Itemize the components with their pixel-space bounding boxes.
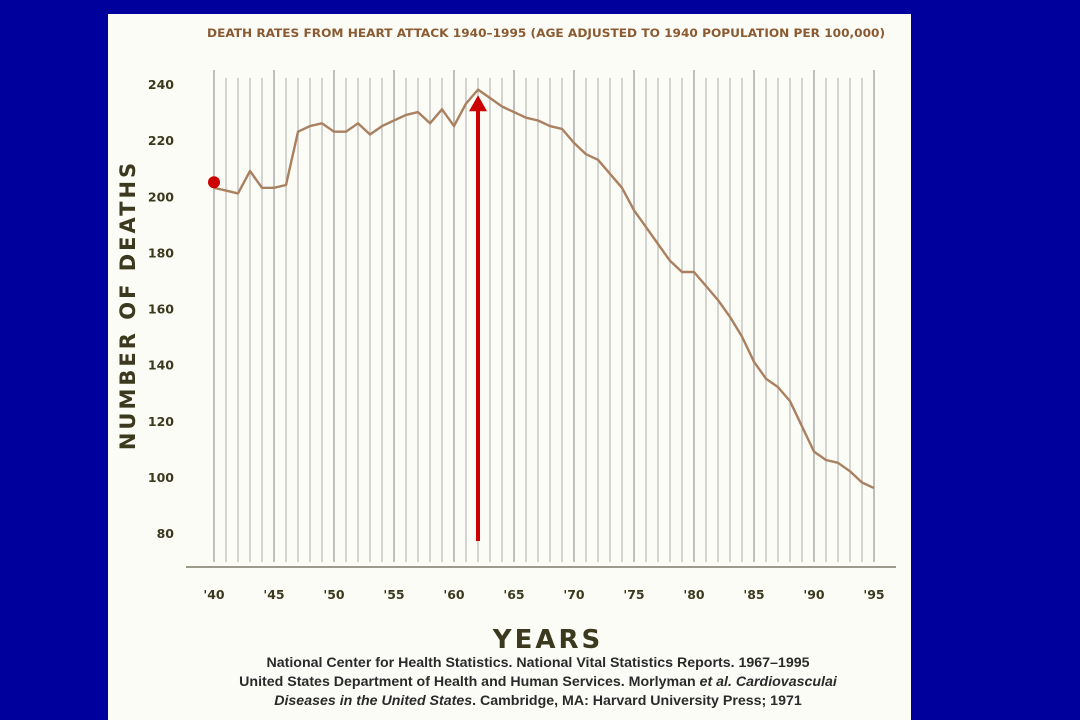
y-tick-label-160: 160 [148, 302, 174, 317]
source-line-1: National Center for Health Statistics. N… [266, 655, 810, 671]
x-tick-label-1995: '95 [863, 587, 884, 602]
slide-panel: DEATH RATES FROM HEART ATTACK 1940–1995 … [108, 14, 911, 720]
highlight-arrow-head [469, 95, 487, 112]
source-line-3-title: Diseases in the United States [274, 693, 473, 709]
y-tick-label-140: 140 [148, 358, 174, 373]
y-tick-label-80: 80 [157, 526, 175, 541]
source-line-2: United States Department of Health and H… [168, 673, 908, 692]
y-axis: 80 100 120 140 160 180 200 220 240 [148, 77, 174, 541]
x-tick-label-1975: '75 [623, 587, 644, 602]
chart-title: DEATH RATES FROM HEART ATTACK 1940–1995 … [207, 26, 885, 40]
x-tick-label-1960: '60 [443, 587, 465, 602]
source-line-2-part-1: United States Department of Health and H… [239, 674, 700, 690]
y-tick-label-200: 200 [148, 189, 174, 204]
x-tick-label-1980: '80 [683, 587, 705, 602]
source-line-2-etal: et al. [699, 674, 732, 690]
source-line-2-part-3: Cardiovasculai [731, 674, 837, 690]
y-tick-label-240: 240 [148, 77, 174, 92]
y-tick-label-180: 180 [148, 245, 174, 260]
source-citation: National Center for Health Statistics. N… [168, 654, 908, 711]
x-tick-label-1985: '85 [743, 587, 764, 602]
source-line-3: Diseases in the United States. Cambridge… [168, 692, 908, 711]
x-tick-label-1970: '70 [563, 587, 585, 602]
y-tick-label-220: 220 [148, 133, 174, 148]
grid-lines [213, 70, 875, 562]
highlight-dot [208, 176, 220, 189]
x-tick-label-1945: '45 [263, 587, 284, 602]
x-axis-label: YEARS [492, 625, 603, 654]
x-tick-label-1940: '40 [203, 587, 225, 602]
x-tick-label-1990: '90 [803, 587, 825, 602]
series-line-death-rate [213, 88, 875, 490]
x-tick-label-1950: '50 [323, 587, 345, 602]
y-tick-label-120: 120 [148, 414, 174, 429]
y-axis-label: NUMBER OF DEATHS [116, 160, 140, 450]
x-tick-label-1955: '55 [383, 587, 404, 602]
chart: DEATH RATES FROM HEART ATTACK 1940–1995 … [116, 26, 896, 654]
x-tick-label-1965: '65 [503, 587, 524, 602]
y-tick-label-100: 100 [148, 470, 174, 485]
x-axis: '40 '45 '50 '55 '60 '65 '70 '75 '80 '85 '90 '95 [203, 587, 884, 602]
source-line-3-publisher: . Cambridge, MA: Harvard University Pres… [472, 693, 802, 709]
